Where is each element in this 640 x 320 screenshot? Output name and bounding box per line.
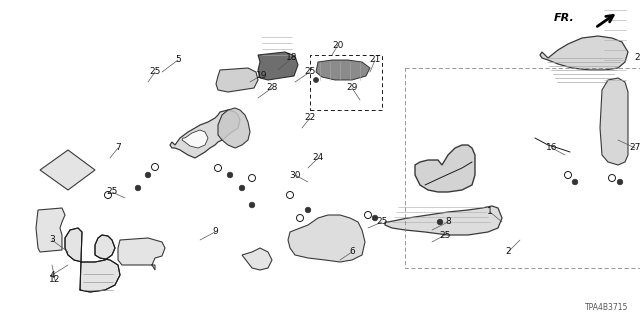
Text: 25: 25 xyxy=(149,68,161,76)
Circle shape xyxy=(248,174,255,181)
Text: 21: 21 xyxy=(369,55,381,65)
Circle shape xyxy=(152,164,159,171)
Text: 8: 8 xyxy=(445,218,451,227)
Polygon shape xyxy=(65,228,120,292)
Text: 6: 6 xyxy=(349,247,355,257)
Text: 23: 23 xyxy=(634,53,640,62)
Polygon shape xyxy=(40,150,95,190)
Circle shape xyxy=(227,172,233,178)
Circle shape xyxy=(135,185,141,191)
Polygon shape xyxy=(288,215,365,262)
Text: 20: 20 xyxy=(332,41,344,50)
Circle shape xyxy=(305,207,311,213)
Text: 12: 12 xyxy=(49,276,61,284)
Text: 4: 4 xyxy=(49,270,55,279)
Polygon shape xyxy=(118,238,165,270)
Polygon shape xyxy=(216,68,258,92)
Text: 9: 9 xyxy=(212,228,218,236)
Circle shape xyxy=(145,172,151,178)
Text: 29: 29 xyxy=(346,84,358,92)
Polygon shape xyxy=(36,208,65,252)
Polygon shape xyxy=(540,36,628,70)
Circle shape xyxy=(572,179,578,185)
Polygon shape xyxy=(600,78,628,165)
Text: 27: 27 xyxy=(629,143,640,153)
Bar xyxy=(310,55,382,110)
Polygon shape xyxy=(170,110,240,158)
Circle shape xyxy=(617,179,623,185)
Text: 7: 7 xyxy=(115,143,121,153)
Text: 2: 2 xyxy=(505,247,511,257)
Text: 1: 1 xyxy=(487,207,493,217)
Text: 25: 25 xyxy=(304,68,316,76)
Circle shape xyxy=(296,214,303,221)
Polygon shape xyxy=(218,108,250,148)
Text: 16: 16 xyxy=(547,143,557,153)
Text: 28: 28 xyxy=(266,84,278,92)
Circle shape xyxy=(365,212,371,219)
Circle shape xyxy=(249,202,255,208)
Text: TPA4B3715: TPA4B3715 xyxy=(584,303,628,312)
Circle shape xyxy=(372,215,378,221)
Polygon shape xyxy=(182,130,208,148)
Circle shape xyxy=(314,77,319,83)
Text: 3: 3 xyxy=(49,236,55,244)
Circle shape xyxy=(287,191,294,198)
Text: 19: 19 xyxy=(256,70,268,79)
Circle shape xyxy=(104,191,111,198)
Circle shape xyxy=(239,185,245,191)
Circle shape xyxy=(564,172,572,179)
Text: 22: 22 xyxy=(305,114,316,123)
Text: 5: 5 xyxy=(175,55,181,65)
Circle shape xyxy=(214,164,221,172)
Polygon shape xyxy=(242,248,272,270)
Text: 24: 24 xyxy=(312,154,324,163)
Text: 25: 25 xyxy=(106,188,118,196)
Polygon shape xyxy=(316,60,370,80)
Polygon shape xyxy=(258,52,298,80)
Polygon shape xyxy=(385,206,502,235)
Text: 25: 25 xyxy=(439,230,451,239)
Text: FR.: FR. xyxy=(554,13,575,23)
Circle shape xyxy=(437,219,443,225)
Text: 30: 30 xyxy=(289,171,301,180)
Circle shape xyxy=(609,174,616,181)
Text: 25: 25 xyxy=(376,218,388,227)
Polygon shape xyxy=(415,145,475,192)
Text: 18: 18 xyxy=(286,53,298,62)
